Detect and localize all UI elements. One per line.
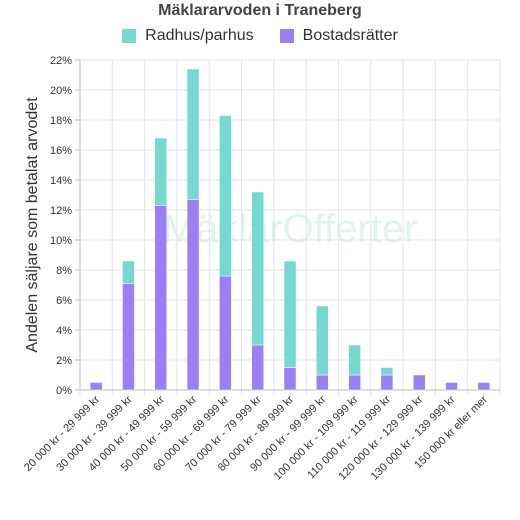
bar-bostadsratter bbox=[89, 382, 103, 391]
y-tick-label: 0% bbox=[56, 385, 72, 397]
bar-bostadsratter bbox=[445, 382, 458, 391]
bar-radhus bbox=[283, 260, 297, 368]
legend-swatch-bostadsratter bbox=[279, 29, 294, 43]
y-tick-label: 6% bbox=[56, 295, 72, 307]
bar-radhus bbox=[154, 137, 168, 206]
bar-radhus bbox=[251, 191, 264, 346]
y-tick-label: 4% bbox=[56, 325, 72, 337]
chart-title: Mäklararvoden i Traneberg bbox=[158, 2, 362, 19]
bar-bostadsratter bbox=[219, 275, 232, 391]
bar-radhus bbox=[316, 305, 329, 376]
bar-radhus bbox=[186, 68, 200, 200]
bar-bostadsratter bbox=[122, 283, 135, 391]
bar-bostadsratter bbox=[251, 344, 264, 391]
y-axis-label: Andelen säljare som betalat arvodet bbox=[24, 97, 41, 353]
y-tick-label: 10% bbox=[50, 235, 72, 247]
y-tick-label: 8% bbox=[56, 265, 72, 277]
bar-radhus bbox=[380, 367, 394, 376]
bar-radhus bbox=[348, 344, 361, 376]
bar-bostadsratter bbox=[412, 374, 426, 391]
y-tick-label: 22% bbox=[50, 55, 72, 67]
bar-radhus bbox=[219, 115, 232, 277]
bar-bostadsratter bbox=[186, 199, 200, 391]
y-tick-label: 2% bbox=[56, 355, 72, 367]
y-tick-label: 14% bbox=[50, 175, 72, 187]
watermark-text: MäklarOfferter bbox=[163, 207, 418, 251]
bar-bostadsratter bbox=[348, 374, 361, 391]
bar-radhus bbox=[122, 260, 135, 284]
bar-bostadsratter bbox=[283, 367, 297, 391]
bar-bostadsratter bbox=[154, 205, 168, 391]
bar-bostadsratter bbox=[316, 374, 329, 391]
y-tick-label: 18% bbox=[50, 115, 72, 127]
y-tick-label: 20% bbox=[50, 85, 72, 97]
bar-bostadsratter bbox=[477, 382, 491, 391]
legend-swatch-radhus bbox=[122, 29, 137, 43]
legend-label-bostadsratter: Bostadsrätter bbox=[302, 27, 398, 44]
legend-label-radhus: Radhus/parhus bbox=[145, 27, 254, 44]
bar-bostadsratter bbox=[380, 374, 394, 391]
legend-item-radhus[interactable]: Radhus/parhus bbox=[122, 27, 254, 45]
legend-item-bostadsratter[interactable]: Bostadsrätter bbox=[279, 27, 398, 45]
y-tick-label: 12% bbox=[50, 205, 72, 217]
y-tick-label: 16% bbox=[50, 145, 72, 157]
legend: Radhus/parhus Bostadsrätter bbox=[0, 27, 520, 45]
